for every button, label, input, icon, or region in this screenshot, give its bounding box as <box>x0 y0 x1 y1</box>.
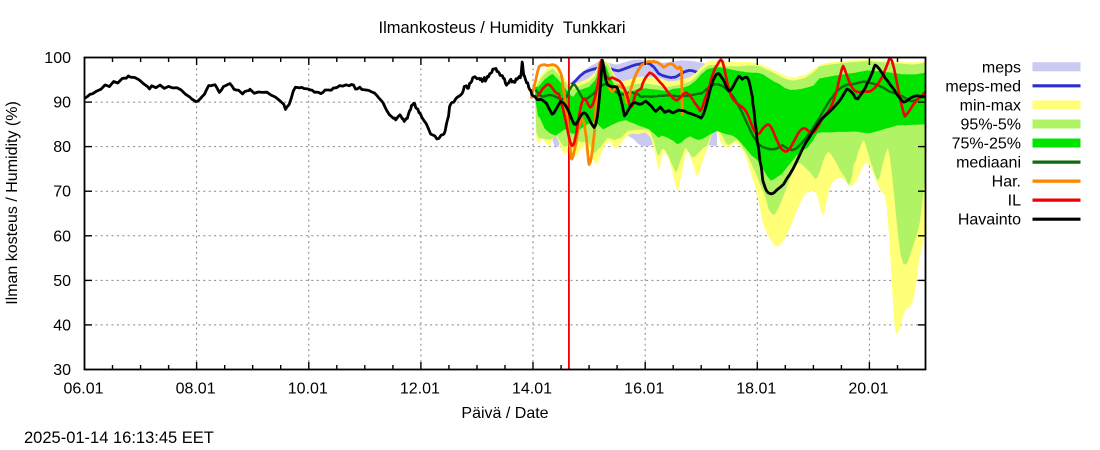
svg-text:06.01: 06.01 <box>63 381 103 398</box>
svg-text:mediaani: mediaani <box>956 155 1021 172</box>
svg-text:50: 50 <box>53 273 71 290</box>
svg-text:16.01: 16.01 <box>624 381 664 398</box>
svg-text:80: 80 <box>53 139 71 156</box>
svg-text:Ilmankosteus / Humidity Tunkk: Ilmankosteus / Humidity Tunkkari <box>379 19 626 37</box>
svg-text:Havainto: Havainto <box>958 212 1021 229</box>
svg-text:meps-med: meps-med <box>945 78 1021 95</box>
svg-text:100: 100 <box>44 50 71 67</box>
svg-text:90: 90 <box>53 95 71 112</box>
svg-text:meps: meps <box>982 59 1021 76</box>
svg-text:20.01: 20.01 <box>848 381 888 398</box>
svg-text:10.01: 10.01 <box>288 381 328 398</box>
svg-text:2025-01-14 16:13:45 EET: 2025-01-14 16:13:45 EET <box>24 429 214 447</box>
svg-text:08.01: 08.01 <box>176 381 216 398</box>
svg-text:70: 70 <box>53 184 71 201</box>
svg-text:40: 40 <box>53 317 71 334</box>
svg-text:95%-5%: 95%-5% <box>961 116 1021 133</box>
svg-text:60: 60 <box>53 228 71 245</box>
svg-text:30: 30 <box>53 362 71 379</box>
svg-text:Päivä / Date: Päivä / Date <box>461 405 548 422</box>
svg-text:75%-25%: 75%-25% <box>952 136 1021 153</box>
svg-text:Har.: Har. <box>992 174 1021 191</box>
svg-text:12.01: 12.01 <box>400 381 440 398</box>
svg-text:IL: IL <box>1008 193 1021 210</box>
svg-text:18.01: 18.01 <box>736 381 776 398</box>
svg-text:Ilman kosteus / Humidity (%): Ilman kosteus / Humidity (%) <box>4 101 21 305</box>
svg-text:min-max: min-max <box>960 97 1021 114</box>
svg-text:14.01: 14.01 <box>512 381 552 398</box>
